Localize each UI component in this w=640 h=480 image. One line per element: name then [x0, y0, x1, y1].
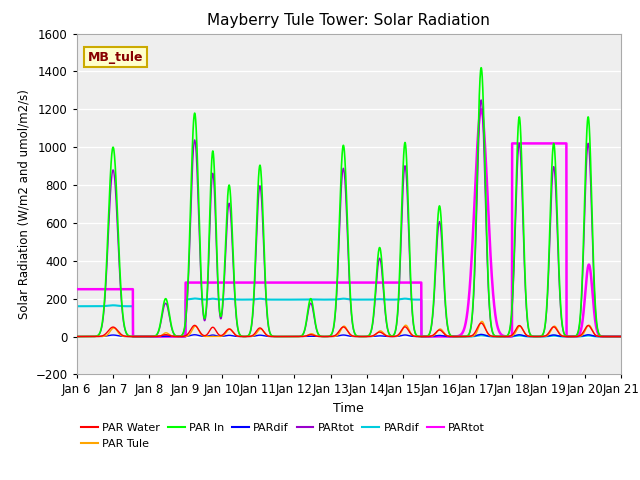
Y-axis label: Solar Radiation (W/m2 and umol/m2/s): Solar Radiation (W/m2 and umol/m2/s) — [17, 89, 30, 319]
Text: MB_tule: MB_tule — [88, 51, 143, 64]
X-axis label: Time: Time — [333, 402, 364, 415]
Title: Mayberry Tule Tower: Solar Radiation: Mayberry Tule Tower: Solar Radiation — [207, 13, 490, 28]
Legend: PAR Water, PAR Tule, PAR In, PARdif, PARtot, PARdif, PARtot: PAR Water, PAR Tule, PAR In, PARdif, PAR… — [77, 419, 490, 453]
